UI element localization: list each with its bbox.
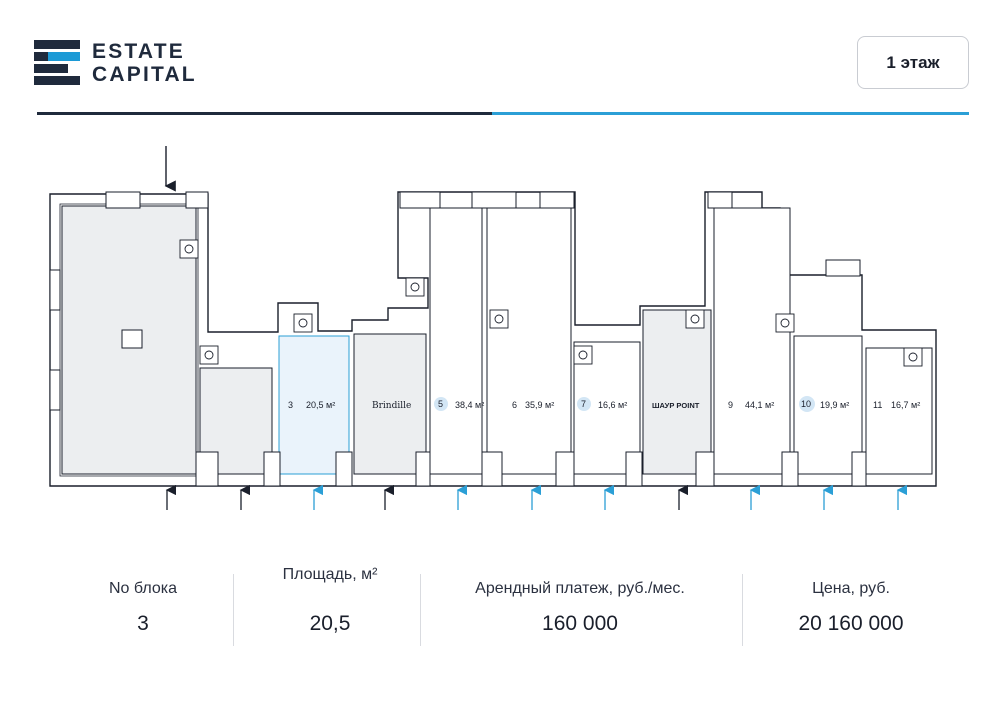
area-label: Площадь, м²	[282, 566, 378, 583]
entrance-arrows	[165, 484, 908, 510]
unit-7-area: 16,6 м²	[598, 400, 627, 410]
rent-value: 160 000	[542, 612, 618, 635]
block-number-value: 3	[137, 612, 149, 635]
logo-line-1: ESTATE	[92, 40, 185, 63]
price-value: 20 160 000	[798, 612, 904, 635]
restroom-icons	[179, 239, 923, 367]
unit-shapes	[61, 205, 933, 475]
summary-divider	[420, 574, 421, 646]
unit-shaurpoint-label: ШАУР POINT	[652, 401, 700, 410]
price-column: Цена, руб. 20 160 000	[770, 580, 932, 636]
floor-plan: 3 20,5 м² Brindille 5 38,4 м² 6 35,9 м² …	[49, 146, 937, 510]
logo-line-2: CAPITAL	[92, 63, 197, 86]
block-number-label: No блока	[108, 580, 177, 597]
logo-mark-icon	[34, 38, 82, 88]
price-label: Цена, руб.	[812, 580, 890, 597]
floor-selector-button[interactable]: 1 этаж	[857, 36, 969, 89]
unit-brindille-label: Brindille	[372, 401, 411, 411]
unit-11-area: 16,7 м²	[891, 400, 920, 410]
unit-5-badge	[434, 397, 448, 411]
unit-10-area: 19,9 м²	[820, 400, 849, 410]
unit-9-area: 44,1 м²	[745, 400, 774, 410]
unit-9-number: 9	[728, 400, 733, 410]
wall-pillars	[49, 191, 867, 487]
unit-10-number: 10	[801, 399, 811, 409]
unit-3-number: 3	[288, 400, 293, 410]
unit-11-number: 11	[873, 400, 882, 410]
unit-5-number: 5	[438, 399, 443, 409]
unit-10-badge	[799, 396, 815, 412]
rent-label: Арендный платеж, руб./мес.	[475, 580, 685, 597]
unit-6-area: 35,9 м²	[525, 400, 554, 410]
unit-7-number: 7	[581, 399, 586, 409]
header-divider-accent	[492, 112, 969, 115]
block-number-column: No блока 3	[78, 580, 208, 636]
unit-7-badge	[577, 397, 591, 411]
rent-column: Арендный платеж, руб./мес. 160 000	[440, 580, 720, 636]
summary-divider	[742, 574, 743, 646]
header-divider	[37, 112, 492, 115]
area-value: 20,5	[309, 612, 351, 635]
estate-capital-logo[interactable]: ESTATE CAPITAL	[34, 38, 224, 88]
unit-3-area: 20,5 м²	[306, 400, 335, 410]
unit-5-area: 38,4 м²	[455, 400, 484, 410]
unit-summary: No блока 3 Площадь, м² 20,5 Арендный пла…	[0, 560, 1000, 660]
area-column: Площадь, м² 20,5	[245, 566, 415, 636]
unit-6-number: 6	[512, 400, 517, 410]
logo-wordmark: ESTATE CAPITAL	[92, 40, 197, 86]
summary-divider	[233, 574, 234, 646]
structural-column	[121, 329, 143, 349]
